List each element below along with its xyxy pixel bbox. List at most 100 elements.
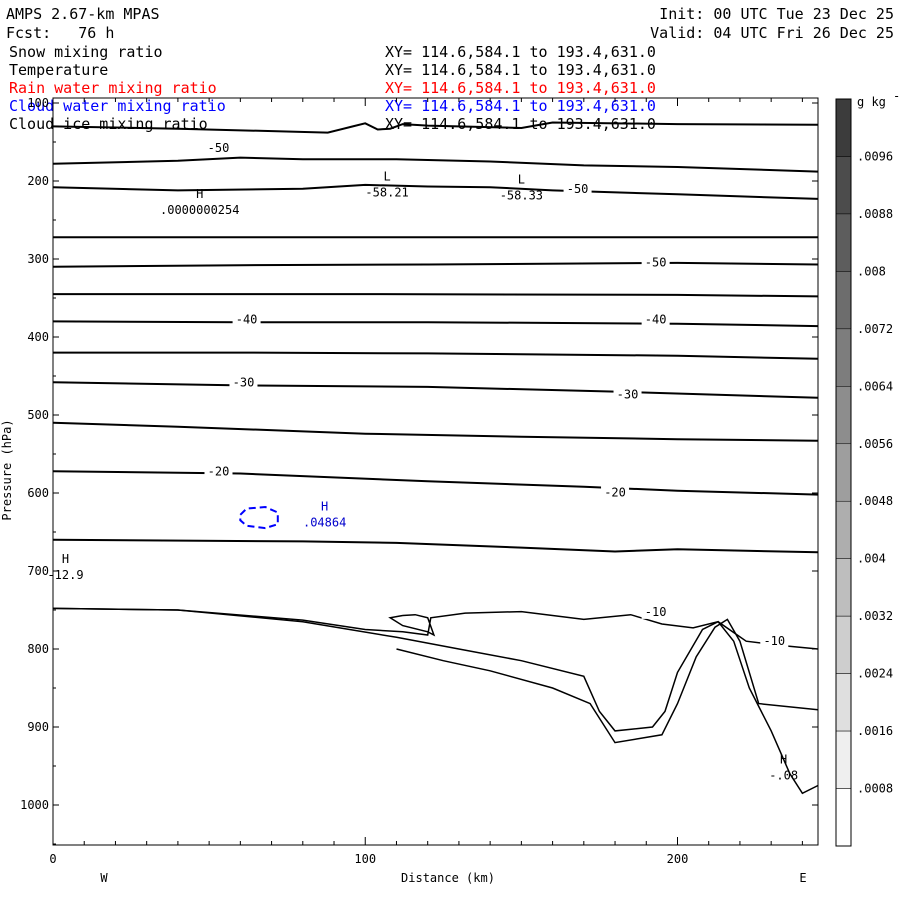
axis-ticks: 100 200 300 400 500 600 700 800 900 1000 0 100 200: [20, 96, 818, 866]
field-xy-range: XY= 114.6,584.1 to 193.4,631.0: [385, 79, 656, 97]
colorbar-label: .0064: [857, 379, 893, 393]
isotherm-line: [52, 421, 819, 442]
contour-label: -10: [645, 605, 667, 619]
init-time: Init: 00 UTC Tue 23 Dec 25: [659, 5, 894, 23]
colorbar: .0096 .0088 .008 .0072 .0064 .0056 .0048 .004 .0…: [835, 89, 900, 847]
extremum-value: .0000000254: [160, 203, 239, 217]
extremum-value: -58.33: [500, 189, 543, 203]
extremum-marker: L: [383, 170, 390, 184]
y-tick-label: 700: [27, 564, 49, 578]
colorbar-segment: [835, 386, 852, 445]
extremum-value: -.08: [769, 768, 798, 782]
cloud-water-contour: [239, 505, 279, 530]
isotherm-line: [52, 538, 819, 554]
extremum-marker: H: [196, 187, 203, 201]
isotherm-line: [52, 470, 819, 496]
contour-label-bg: [204, 140, 233, 155]
contour-label: -10: [763, 634, 785, 648]
colorbar-label: .0072: [857, 322, 893, 336]
isotherm-line: [52, 381, 819, 399]
colorbar-label: .0088: [857, 207, 893, 221]
colorbar-label: .0048: [857, 494, 893, 508]
contour-label: -20: [604, 486, 626, 500]
colorbar-unit-exponent: -1: [893, 89, 900, 103]
colorbar-frame: [835, 98, 852, 847]
x-tick-label: 0: [49, 852, 56, 866]
terrain-contour: [52, 607, 819, 795]
colorbar-label: .008: [857, 264, 886, 278]
contour-label-bg: [613, 387, 642, 402]
field-name: Cloud water mixing ratio: [9, 97, 226, 115]
colorbar-label: .0056: [857, 437, 893, 451]
field-name: Snow mixing ratio: [9, 43, 163, 61]
extremum-value: -12.9: [47, 568, 83, 582]
isotherm-line: [52, 320, 819, 328]
colorbar-unit: g kg: [857, 95, 886, 109]
x-axis-label: Distance (km): [401, 871, 495, 885]
isotherm-line: [52, 156, 819, 173]
colorbar-segment: [835, 328, 852, 387]
model-title: AMPS 2.67-km MPAS: [6, 5, 160, 23]
isotherm-line: [53, 351, 819, 360]
contour-label-bg: [204, 464, 233, 479]
contour-label-bg: [641, 312, 670, 327]
contour-label-bg: [232, 312, 261, 327]
x-west-label: W: [100, 871, 108, 885]
extremum-marker: H: [62, 552, 69, 566]
contour-label: -50: [208, 141, 230, 155]
contour-label-bg: [641, 255, 670, 270]
y-tick-label: 200: [27, 174, 49, 188]
field-xy-range: XY= 114.6,584.1 to 193.4,631.0: [385, 97, 656, 115]
contour-label-bg: [641, 604, 670, 619]
contour-label: -30: [617, 387, 639, 401]
contour-lines: [52, 121, 819, 795]
x-east-label: E: [799, 871, 806, 885]
extremum-value: .04864: [303, 516, 346, 530]
colorbar-segment: [835, 558, 852, 617]
contour-label: -30: [233, 376, 255, 390]
minus10-contour: [52, 607, 819, 650]
colorbar-segment: [835, 673, 852, 732]
colorbar-label: .0008: [857, 782, 893, 796]
contour-label: -40: [236, 312, 258, 326]
contour-label: -50: [567, 182, 589, 196]
field-name: Temperature: [9, 61, 109, 79]
extremum-marker: L: [518, 173, 525, 187]
y-tick-label: 600: [27, 486, 49, 500]
field-name: Rain water mixing ratio: [9, 79, 217, 97]
colorbar-segment: [835, 615, 852, 674]
contour-label-bg: [229, 375, 258, 390]
colorbar-segment: [835, 443, 852, 502]
contour-label: -20: [208, 465, 230, 479]
colorbar-segment: [835, 788, 852, 847]
extremum-value: -58.21: [365, 186, 408, 200]
isotherm-line: [53, 293, 819, 298]
x-tick-label: 200: [667, 852, 689, 866]
colorbar-label: .0016: [857, 724, 893, 738]
y-axis-label: Pressure (hPa): [0, 419, 14, 520]
extremum-marker: H: [780, 752, 787, 766]
contour-label-bg: [601, 485, 630, 500]
contour-label: -50: [645, 255, 667, 269]
forecast-hour: Fcst: 76 h: [6, 24, 115, 42]
colorbar-label: .0032: [857, 609, 893, 623]
colorbar-segment: [835, 156, 852, 215]
colorbar-segment: [835, 213, 852, 272]
y-tick-label: 900: [27, 720, 49, 734]
y-tick-label: 800: [27, 642, 49, 656]
isotherm-line: [52, 183, 819, 200]
isotherm-line: [52, 261, 819, 268]
colorbar-segment: [835, 500, 852, 559]
y-tick-label: 500: [27, 408, 49, 422]
colorbar-segment: [835, 98, 852, 157]
colorbar-label: .004: [857, 552, 886, 566]
colorbar-segment: [835, 730, 852, 789]
field-xy-range: XY= 114.6,584.1 to 193.4,631.0: [385, 43, 656, 61]
x-tick-label: 100: [354, 852, 376, 866]
extremum-marker: H: [321, 500, 328, 514]
field-xy-range: XY= 114.6,584.1 to 193.4,631.0: [385, 61, 656, 79]
colorbar-segment: [835, 271, 852, 330]
y-tick-label: 300: [27, 252, 49, 266]
contour-label-bg: [563, 182, 592, 197]
